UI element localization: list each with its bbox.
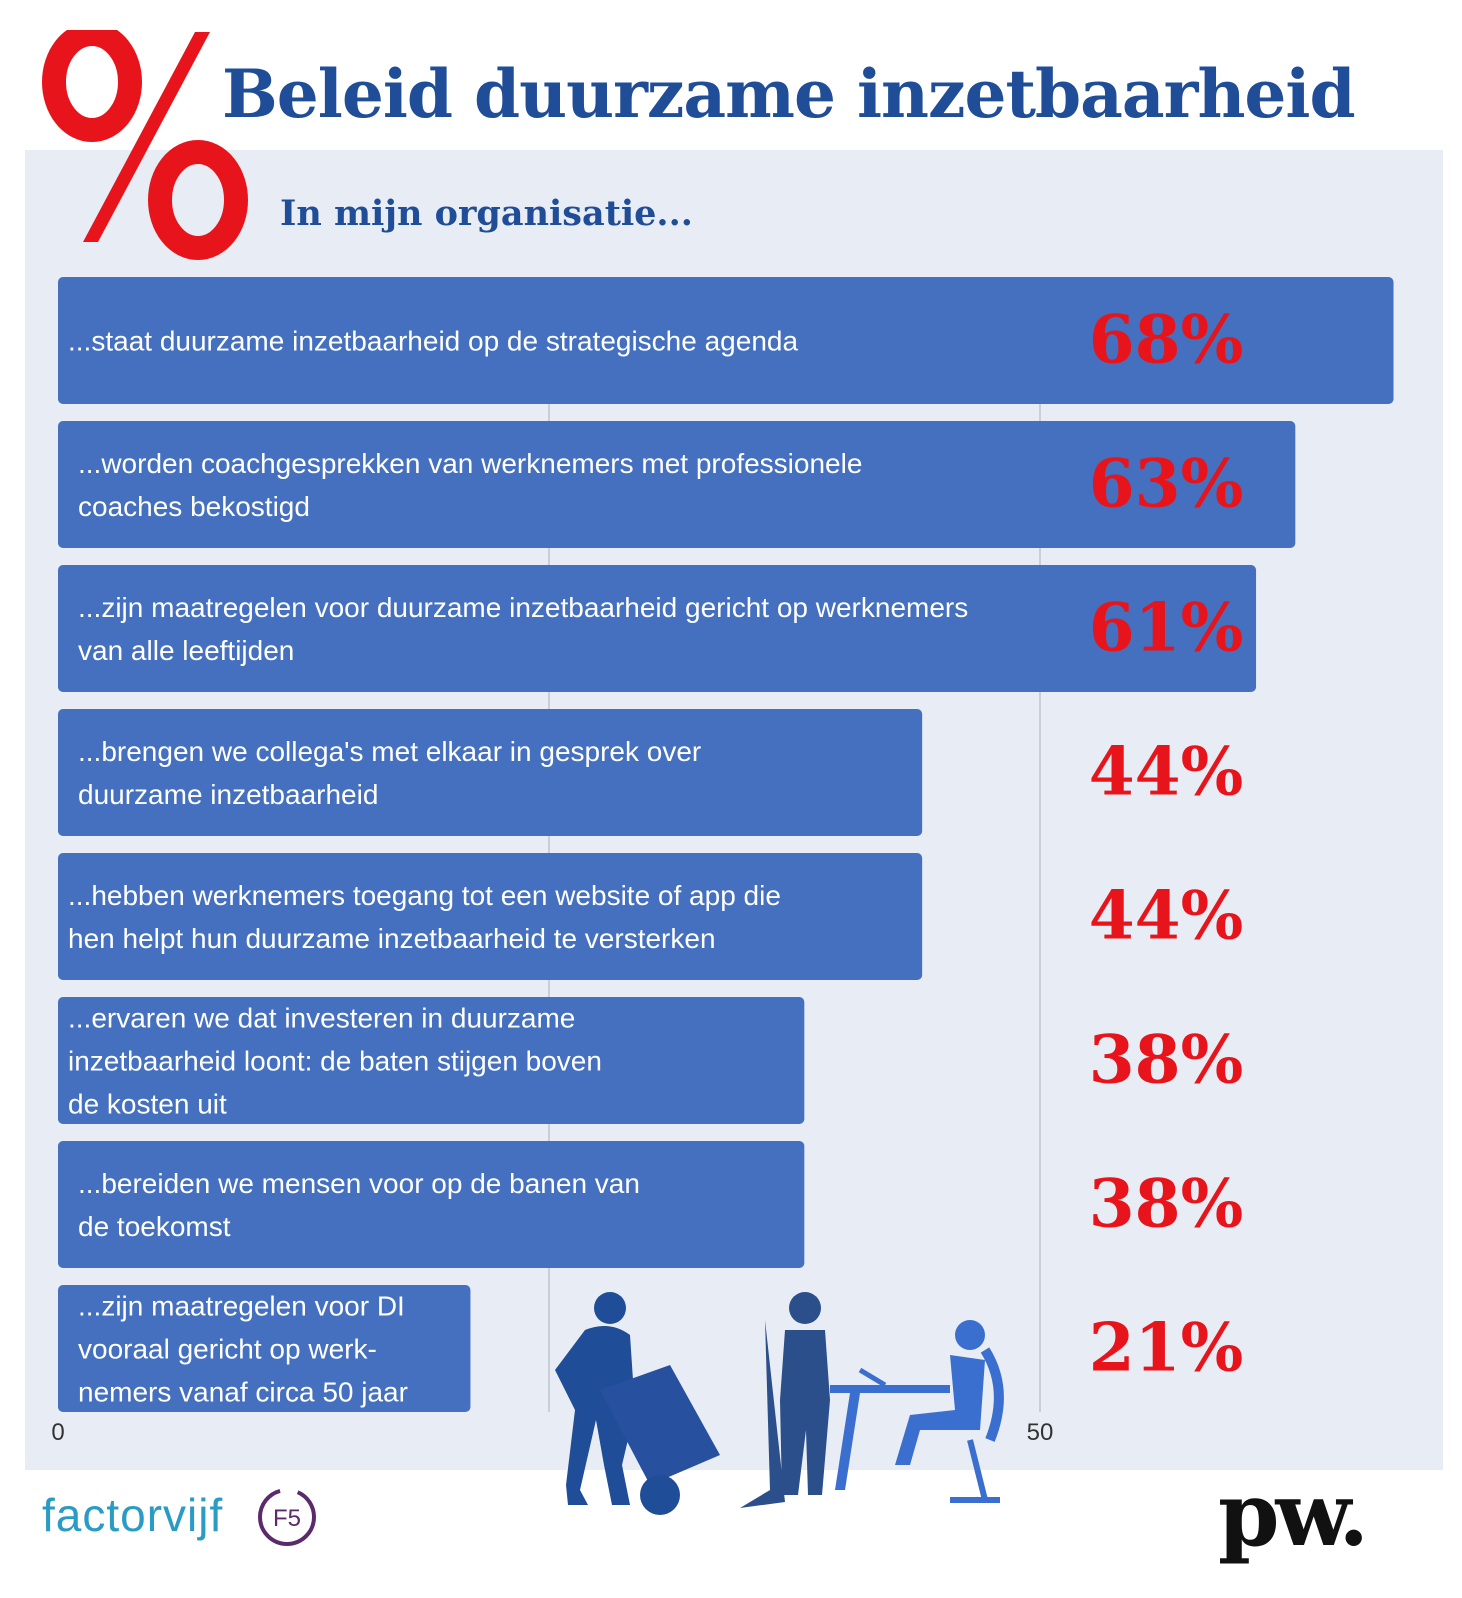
- x-tick-label: 50: [1027, 1419, 1054, 1446]
- bar-label: hen helpt hun duurzame inzetbaarheid te …: [68, 923, 716, 954]
- page-subtitle: In mijn organisatie...: [280, 193, 693, 234]
- bar-label: ...bereiden we mensen voor op de banen v…: [78, 1168, 640, 1199]
- value-label: 68%: [1089, 301, 1244, 379]
- bar-label: duurzame inzetbaarheid: [78, 779, 378, 810]
- bar-label: vooraal gericht op werk-: [78, 1334, 377, 1365]
- bar-label: ...staat duurzame inzetbaarheid op de st…: [68, 326, 798, 357]
- pw-logo: pw.: [1218, 1462, 1369, 1566]
- value-label: 38%: [1089, 1021, 1244, 1099]
- bar: [58, 997, 805, 1124]
- bar-label: ...zijn maatregelen voor duurzame inzetb…: [78, 592, 968, 623]
- workers-silhouette-icon: [555, 1292, 1004, 1515]
- value-label: 38%: [1089, 1165, 1244, 1243]
- percent-logo-icon: [42, 30, 248, 260]
- bar: [58, 1285, 471, 1412]
- bar-label: ...brengen we collega's met elkaar in ge…: [78, 736, 701, 767]
- bar: [58, 421, 1296, 548]
- x-tick-label: 0: [51, 1419, 64, 1446]
- value-label: 44%: [1089, 877, 1244, 955]
- bar-label: inzetbaarheid loont: de baten stijgen bo…: [68, 1046, 602, 1077]
- bar-label: van alle leeftijden: [78, 635, 294, 666]
- value-label: 63%: [1089, 445, 1244, 523]
- svg-text:F5: F5: [273, 1505, 301, 1532]
- page-title: Beleid duurzame inzetbaarheid: [222, 55, 1356, 133]
- value-label: 61%: [1089, 589, 1244, 667]
- value-label: 21%: [1089, 1309, 1244, 1387]
- bar-label: coaches bekostigd: [78, 491, 310, 522]
- bar-label: ...hebben werknemers toegang tot een web…: [68, 880, 781, 911]
- f5-badge-icon: F5: [258, 1488, 316, 1546]
- bar: [58, 1141, 805, 1268]
- bar-label: de toekomst: [78, 1211, 231, 1242]
- bar: [58, 277, 1394, 404]
- bar: [58, 709, 923, 836]
- bar-label: de kosten uit: [68, 1089, 227, 1120]
- bar-label: nemers vanaf circa 50 jaar: [78, 1377, 408, 1408]
- bar: [58, 853, 923, 980]
- bar-label: ...zijn maatregelen voor DI: [78, 1291, 405, 1322]
- bar: [58, 565, 1257, 692]
- factorvijf-logo: factorvijf: [42, 1489, 224, 1541]
- bar-label: ...ervaren we dat investeren in duurzame: [68, 1003, 575, 1034]
- bar-label: ...worden coachgesprekken van werknemers…: [78, 448, 862, 479]
- value-label: 44%: [1089, 733, 1244, 811]
